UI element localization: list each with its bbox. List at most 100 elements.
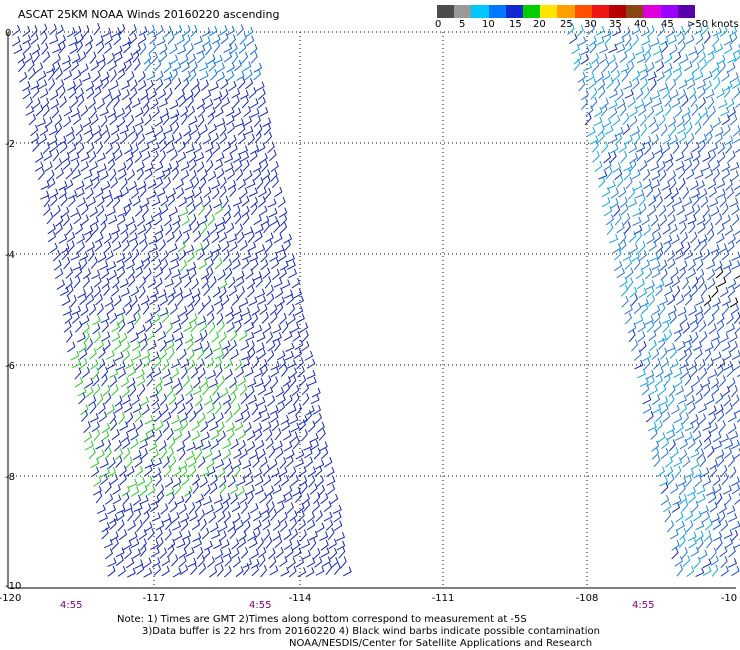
wind-barb <box>107 107 117 119</box>
wind-barb <box>127 509 134 522</box>
wind-barb <box>217 421 225 434</box>
wind-barb <box>320 547 330 558</box>
wind-barb <box>122 350 130 362</box>
wind-barb <box>136 519 143 533</box>
wind-barb <box>89 206 98 218</box>
wind-barb <box>214 97 222 109</box>
wind-barb <box>89 161 99 172</box>
wind-barb <box>722 485 732 495</box>
wind-barb <box>116 260 126 272</box>
wind-barb <box>308 530 318 541</box>
wind-barb <box>195 152 205 162</box>
wind-barb <box>694 113 702 126</box>
wind-barb <box>228 233 238 243</box>
wind-barb <box>187 349 195 362</box>
wind-barb <box>159 348 168 361</box>
wind-barb <box>154 277 163 289</box>
wind-barb <box>108 60 117 72</box>
wind-barb <box>726 98 735 109</box>
wind-barb <box>151 313 161 325</box>
wind-barb <box>159 43 168 55</box>
wind-barb <box>624 221 631 234</box>
wind-barb <box>629 286 638 298</box>
wind-barb <box>659 169 667 182</box>
wind-barb <box>719 195 727 208</box>
wind-barb <box>249 252 259 262</box>
wind-barb <box>673 413 683 424</box>
wind-barb <box>650 161 660 172</box>
colorbar-label: 20 <box>533 19 546 30</box>
wind-barb <box>678 40 686 54</box>
wind-barb <box>698 276 705 290</box>
wind-barb <box>161 311 170 323</box>
wind-barb <box>711 384 720 396</box>
wind-barb <box>708 369 718 379</box>
wind-barb <box>650 428 658 440</box>
wind-barb <box>652 45 662 56</box>
wind-barb <box>629 152 639 164</box>
wind-barb <box>247 241 257 252</box>
wind-barb <box>730 304 740 315</box>
wind-barb <box>100 467 110 478</box>
wind-barb <box>55 167 64 179</box>
wind-barb <box>241 96 249 109</box>
wind-barb <box>109 168 117 182</box>
wind-barb <box>144 521 153 533</box>
wind-barb <box>57 135 67 146</box>
wind-barb <box>182 25 191 37</box>
wind-barb <box>129 223 137 236</box>
wind-barb <box>155 474 162 487</box>
wind-barb <box>120 431 130 443</box>
wind-barb <box>283 331 293 342</box>
wind-barb <box>183 537 191 550</box>
wind-barb <box>721 473 729 486</box>
wind-barb <box>79 293 87 306</box>
wind-barb <box>217 511 226 523</box>
wind-barb <box>274 339 281 352</box>
wind-barb <box>588 35 597 47</box>
wind-barb <box>239 297 249 307</box>
wind-barb <box>198 509 205 522</box>
wind-barb <box>155 25 164 36</box>
wind-barb <box>170 149 178 161</box>
wind-barb <box>262 267 271 279</box>
wind-barb <box>70 152 80 162</box>
wind-barb <box>272 324 282 334</box>
wind-barb <box>166 385 174 398</box>
wind-barb <box>647 25 655 38</box>
wind-barb <box>656 149 664 163</box>
wind-barb <box>669 89 679 100</box>
wind-barb <box>715 404 724 415</box>
wind-barb <box>293 288 303 299</box>
wind-barb <box>726 240 735 253</box>
wind-barb <box>628 322 637 334</box>
wind-barb <box>716 455 725 468</box>
wind-barb <box>195 196 203 208</box>
wind-barb <box>316 475 324 488</box>
wind-barb <box>73 213 82 225</box>
wind-barb <box>212 286 221 298</box>
wind-barb <box>153 356 162 368</box>
wind-barb <box>139 544 147 557</box>
wind-barb <box>708 150 717 163</box>
wind-barb <box>156 187 166 197</box>
wind-barb <box>130 486 140 497</box>
wind-barb <box>193 186 202 199</box>
wind-barb <box>222 493 231 505</box>
wind-barb <box>259 456 268 468</box>
colorbar-swatch <box>626 5 644 18</box>
wind-barb <box>49 89 59 101</box>
wind-barb <box>214 502 224 513</box>
wind-barb <box>258 205 268 216</box>
wind-barb <box>631 126 640 137</box>
wind-barb <box>616 89 624 101</box>
wind-barb <box>47 231 57 243</box>
wind-barb <box>63 256 71 270</box>
wind-barb <box>259 304 268 315</box>
wind-barb <box>154 116 164 127</box>
wind-barb <box>219 176 227 189</box>
wind-barb <box>726 505 736 515</box>
wind-barb <box>117 368 127 379</box>
wind-barb <box>96 152 106 162</box>
wind-barb <box>731 565 740 577</box>
